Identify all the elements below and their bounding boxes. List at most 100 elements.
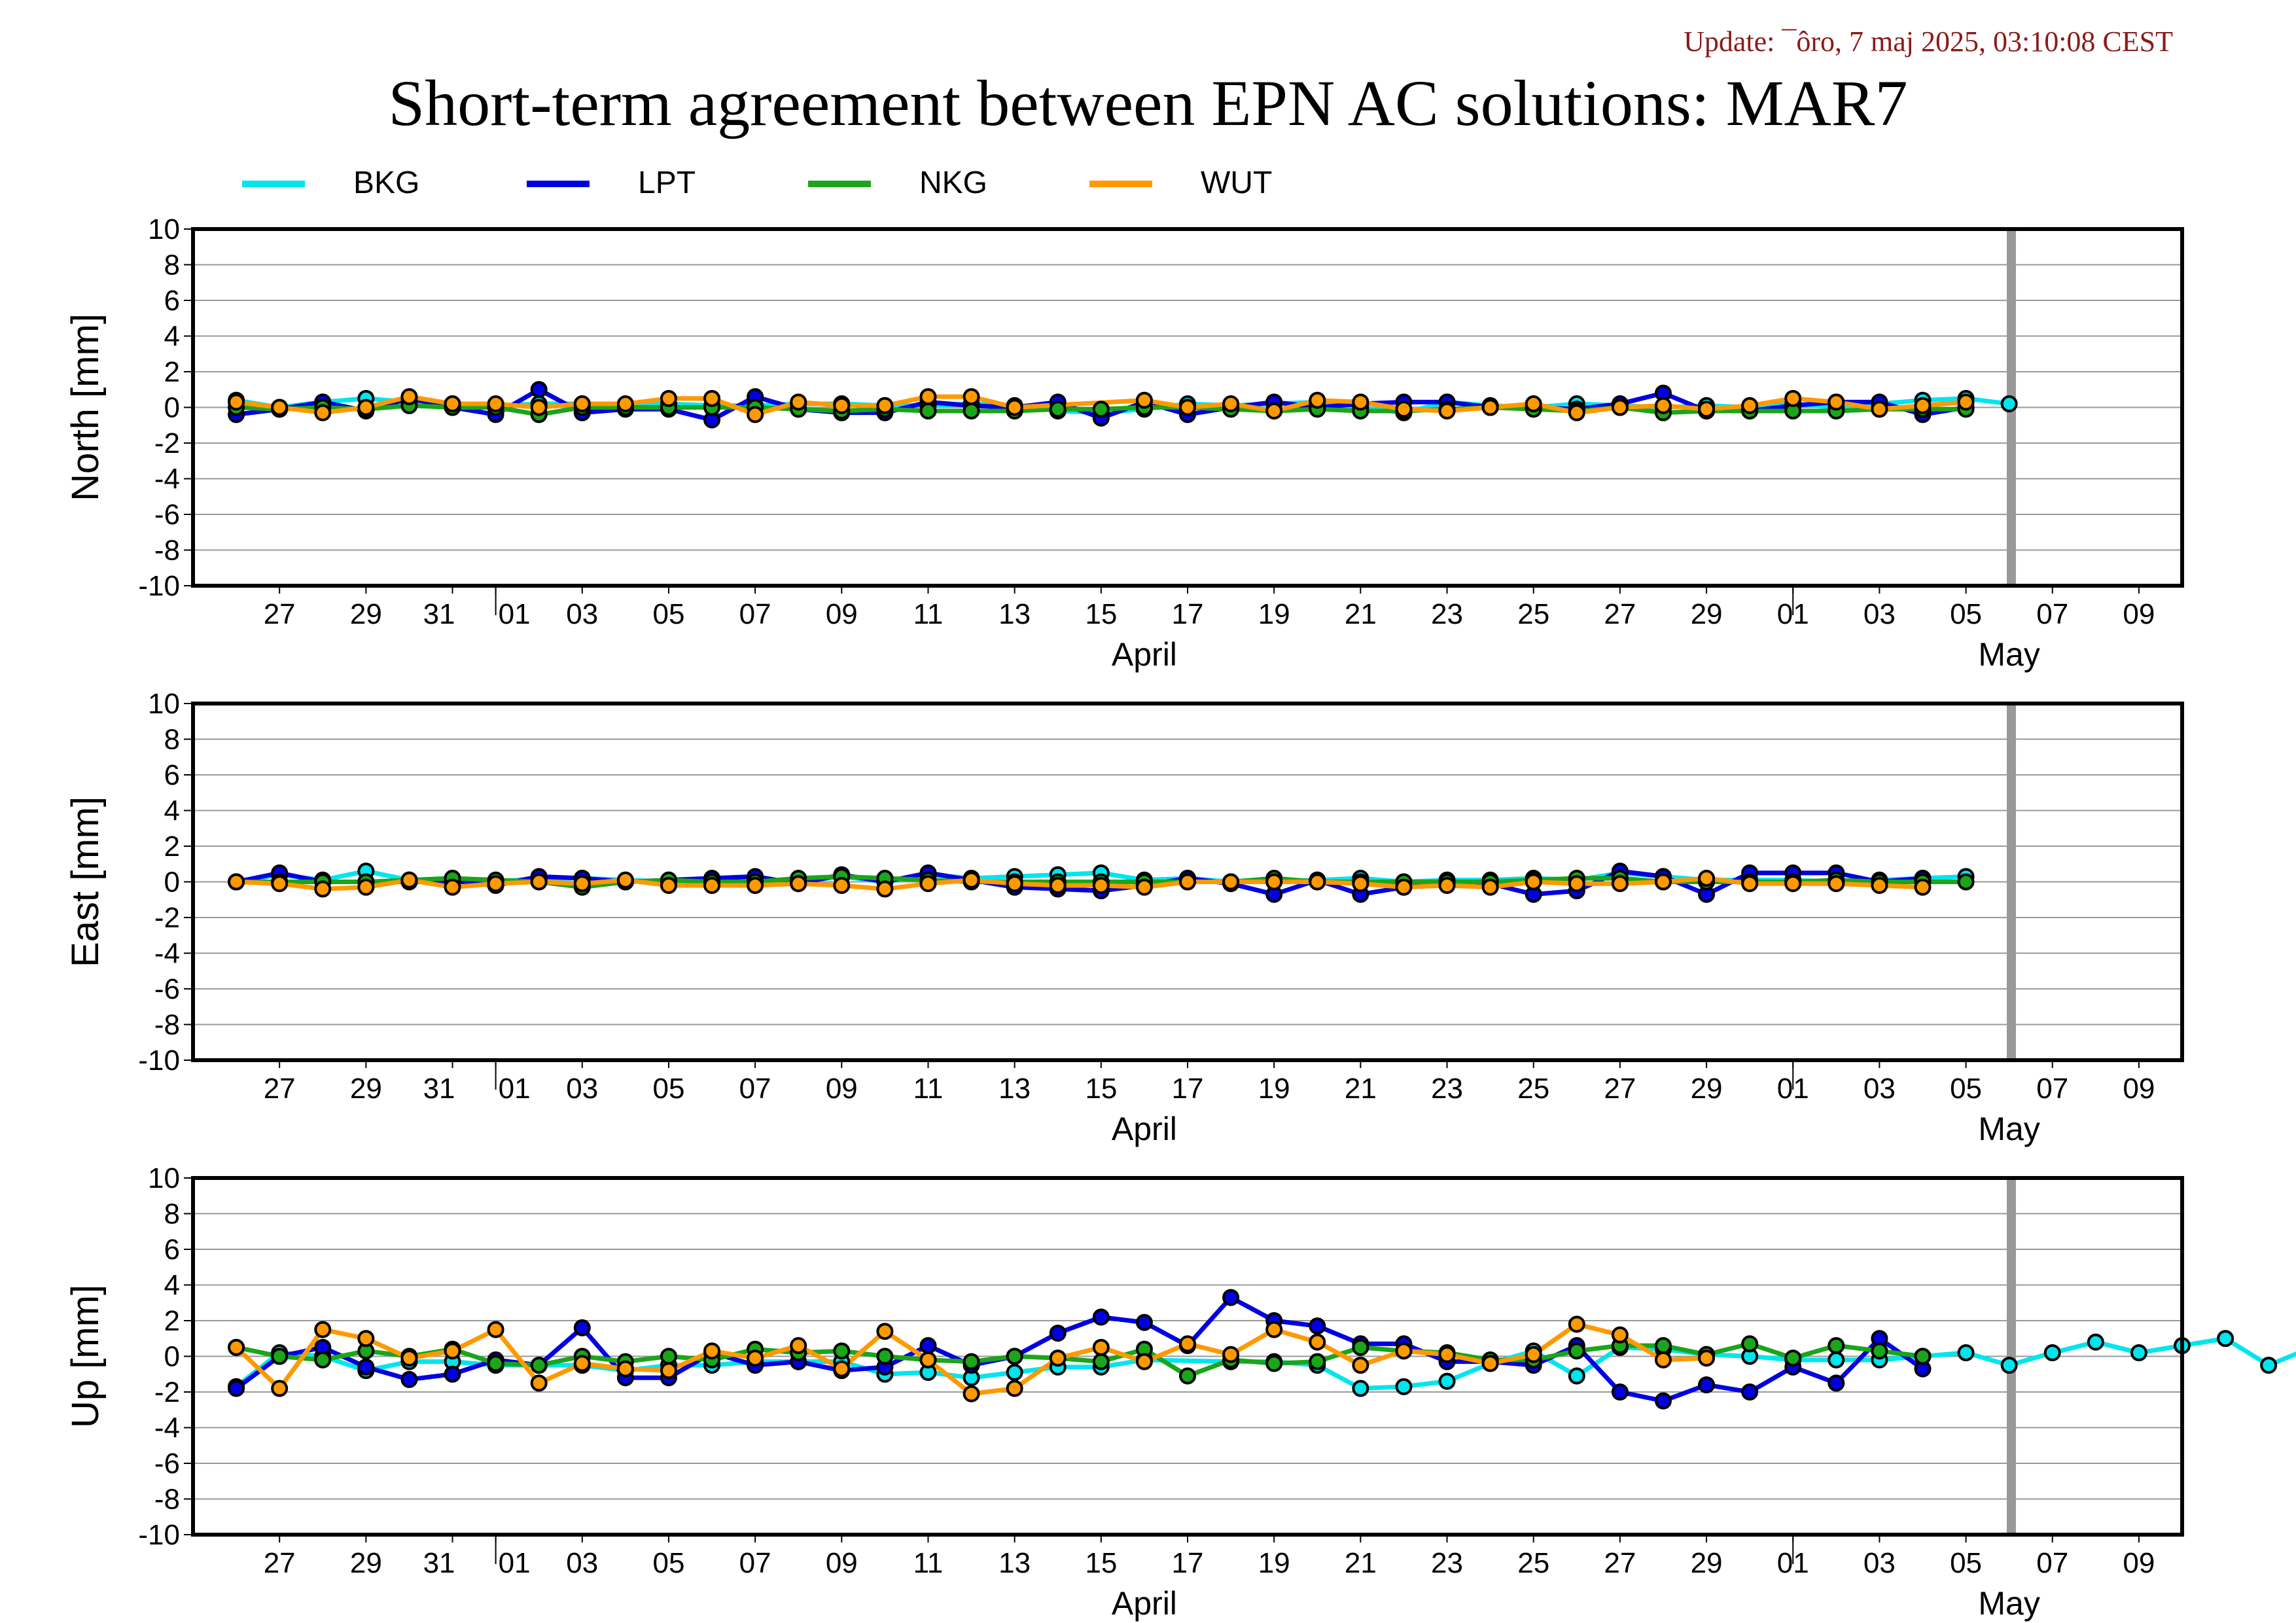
data-point-wut — [573, 1355, 591, 1372]
x-tick-label: 19 — [1258, 1073, 1290, 1105]
x-tick-label: 13 — [998, 1547, 1031, 1579]
data-point-wut — [790, 875, 807, 893]
x-tick-label: 09 — [826, 598, 858, 630]
data-point-wut — [1481, 399, 1499, 416]
data-point-wut — [660, 876, 677, 894]
data-point-wut — [616, 395, 634, 413]
x-tick-label: 01 — [499, 1547, 531, 1579]
data-point-wut — [703, 389, 721, 407]
data-point-wut — [530, 873, 548, 891]
data-point-wut — [919, 1351, 937, 1368]
data-point-wut — [314, 404, 332, 421]
data-point-wut — [1784, 875, 1802, 893]
data-point-wut — [1914, 397, 1932, 414]
data-point-lpt — [228, 1380, 245, 1397]
data-point-wut — [876, 1323, 894, 1340]
x-tick-label: 11 — [913, 598, 944, 630]
x-tick-label: 29 — [350, 598, 382, 630]
data-point-wut — [1741, 875, 1759, 893]
y-tick-label: -8 — [154, 1009, 180, 1041]
data-point-nkg — [1309, 1353, 1326, 1370]
data-point-bkg — [1395, 1378, 1413, 1395]
data-point-wut — [833, 1360, 851, 1378]
data-point-wut — [790, 393, 807, 411]
x-tick-label: 27 — [1604, 1073, 1636, 1105]
data-point-nkg — [660, 1347, 677, 1365]
data-point-wut — [400, 871, 418, 889]
x-tick-label: 09 — [826, 1073, 858, 1105]
y-tick-label: 8 — [164, 249, 180, 281]
data-point-nkg — [1352, 1338, 1369, 1356]
data-point-wut — [1265, 873, 1283, 891]
x-tick-label: 17 — [1172, 598, 1204, 630]
data-point-wut — [1006, 875, 1023, 893]
data-point-wut — [1568, 875, 1585, 893]
x-tick-label: 03 — [566, 1073, 598, 1105]
data-point-wut — [1828, 875, 1845, 893]
legend-label-nkg: NKG — [919, 166, 988, 200]
data-point-wut — [660, 389, 677, 407]
y-tick-label: 4 — [164, 321, 180, 353]
data-point-nkg — [963, 1353, 980, 1370]
x-tick-label: 05 — [652, 1547, 684, 1579]
data-point-lpt — [1698, 1376, 1716, 1394]
data-point-wut — [1222, 873, 1240, 891]
data-point-wut — [1438, 402, 1456, 419]
plot-frame — [191, 1176, 2184, 1537]
legend-label-lpt: LPT — [638, 166, 696, 200]
y-axis-label: North [mm] — [64, 313, 107, 501]
x-tick-label: 25 — [1517, 1073, 1549, 1105]
data-point-wut — [1611, 875, 1629, 893]
data-point-lpt — [1049, 1325, 1067, 1342]
data-point-wut — [1352, 393, 1369, 411]
x-tick-label: 11 — [913, 1073, 944, 1105]
y-tick-label: 10 — [148, 1162, 180, 1194]
data-point-wut — [616, 871, 634, 889]
data-point-nkg — [1914, 1347, 1932, 1365]
data-point-wut — [876, 880, 894, 898]
x-tick-label: 09 — [826, 1547, 858, 1579]
y-axis-label: Up [mm] — [64, 1285, 107, 1428]
data-point-nkg — [1179, 1367, 1196, 1385]
data-point-wut — [1395, 878, 1413, 896]
data-point-bkg — [1957, 1344, 1975, 1362]
y-tick-label: 10 — [148, 688, 180, 720]
data-point-wut — [1309, 873, 1326, 891]
x-tick-label: 15 — [1085, 1547, 1117, 1579]
data-point-wut — [833, 876, 851, 894]
month-label: May — [1978, 1585, 2040, 1622]
data-point-wut — [1309, 1333, 1326, 1351]
data-point-nkg — [1265, 1355, 1283, 1372]
x-tick-label: 17 — [1172, 1073, 1204, 1105]
x-tick-label: 31 — [423, 1547, 455, 1579]
x-tick-label: 07 — [739, 598, 771, 630]
data-point-wut — [1135, 1353, 1153, 1370]
x-tick-label: 03 — [1863, 1073, 1896, 1105]
data-point-wut — [1265, 402, 1283, 419]
data-point-nkg — [1092, 401, 1110, 418]
data-point-wut — [1525, 873, 1542, 891]
data-point-wut — [1006, 399, 1023, 416]
y-tick-label: -6 — [154, 973, 180, 1005]
legend: BKG LPT NKG WUT — [0, 157, 2296, 209]
x-tick-label: 03 — [566, 1547, 598, 1579]
month-label: April — [1112, 1585, 1177, 1622]
x-tick-label: 13 — [998, 1073, 1031, 1105]
data-point-wut — [400, 388, 418, 406]
x-tick-label: 23 — [1431, 598, 1463, 630]
data-point-bkg — [2217, 1330, 2234, 1347]
data-point-wut — [1049, 876, 1067, 894]
y-tick-label: -4 — [154, 938, 180, 970]
data-point-bkg — [2087, 1333, 2104, 1351]
legend-swatch-bkg — [242, 181, 305, 187]
data-point-lpt — [357, 1358, 375, 1376]
x-tick-label: 31 — [423, 1073, 455, 1105]
x-tick-label: 29 — [1691, 598, 1723, 630]
data-point-nkg — [1828, 1337, 1845, 1355]
data-point-wut — [530, 399, 548, 416]
y-tick-label: 8 — [164, 1198, 180, 1230]
x-tick-label: 27 — [264, 1547, 296, 1579]
y-tick-label: 0 — [164, 392, 180, 424]
data-point-wut — [1092, 1338, 1110, 1356]
